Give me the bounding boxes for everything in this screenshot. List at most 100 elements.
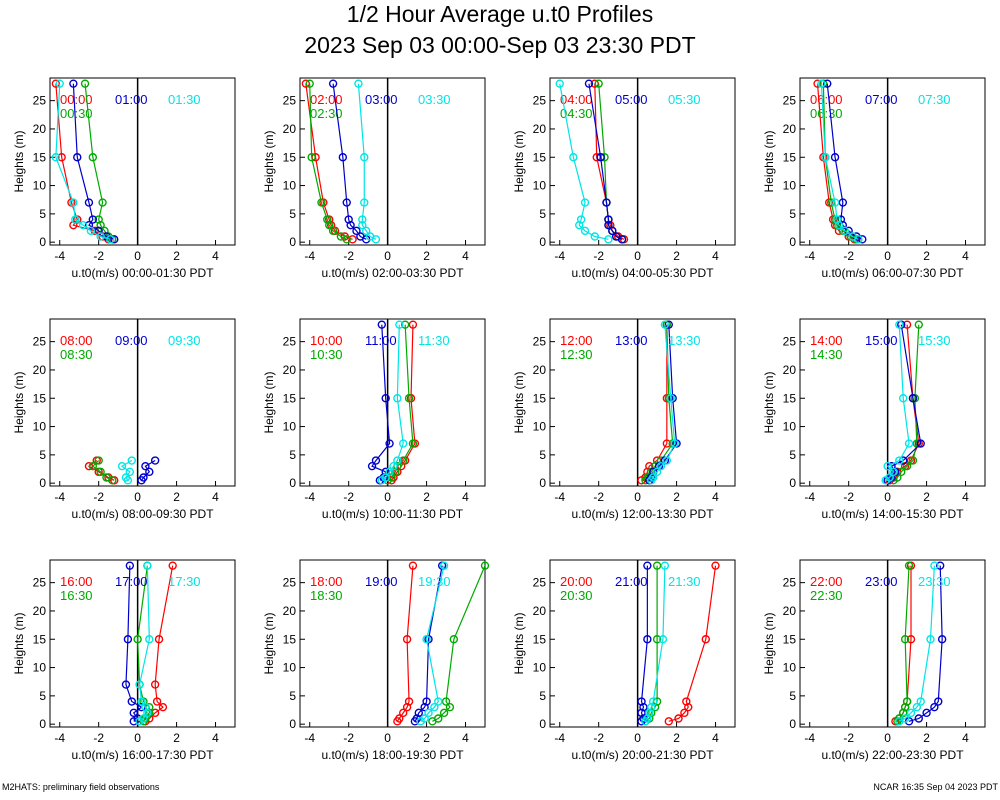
x-tick-label: -2 bbox=[343, 731, 354, 745]
x-tick-label: 0 bbox=[384, 490, 391, 504]
legend-label: 15:00 bbox=[865, 333, 898, 348]
data-point bbox=[908, 394, 918, 403]
y-tick-label: 20 bbox=[783, 363, 797, 377]
y-tick-label: 10 bbox=[283, 420, 297, 434]
data-point bbox=[422, 697, 431, 706]
data-point bbox=[305, 79, 314, 88]
data-point bbox=[96, 232, 105, 241]
x-tick-label: -4 bbox=[554, 249, 565, 263]
y-tick-label: 15 bbox=[783, 150, 797, 164]
data-point bbox=[139, 473, 148, 482]
y-tick-label: 10 bbox=[783, 179, 797, 193]
data-point bbox=[662, 456, 672, 465]
data-point bbox=[346, 220, 355, 230]
data-point bbox=[434, 697, 443, 706]
x-tick-label: -2 bbox=[343, 490, 354, 504]
data-point bbox=[145, 635, 154, 644]
data-point bbox=[895, 714, 904, 723]
data-point bbox=[94, 215, 103, 224]
y-tick-label: 20 bbox=[33, 122, 47, 136]
data-point bbox=[57, 153, 66, 162]
data-point bbox=[830, 198, 840, 207]
series-line-23:00 bbox=[908, 565, 943, 722]
data-point bbox=[358, 215, 367, 224]
legend-label: 18:30 bbox=[310, 588, 343, 603]
data-point bbox=[604, 235, 613, 244]
legend-label: 14:30 bbox=[810, 347, 843, 362]
data-point bbox=[94, 226, 103, 236]
data-point bbox=[395, 320, 404, 329]
x-tick-label: 2 bbox=[923, 731, 930, 745]
data-point bbox=[168, 561, 177, 570]
y-axis-label: Heights (m) bbox=[12, 371, 26, 433]
data-point bbox=[883, 461, 892, 471]
data-point bbox=[666, 394, 675, 403]
data-point bbox=[439, 708, 449, 718]
y-tick-label: 20 bbox=[783, 604, 797, 618]
series-line-17:00 bbox=[125, 565, 143, 722]
x-tick-label: 0 bbox=[134, 490, 141, 504]
plot-frame bbox=[49, 318, 236, 487]
data-point bbox=[916, 697, 925, 706]
data-point bbox=[580, 198, 590, 207]
data-point bbox=[424, 708, 433, 718]
data-point bbox=[387, 473, 396, 482]
data-point bbox=[125, 561, 135, 570]
x-tick-label: 2 bbox=[923, 490, 930, 504]
y-tick-label: 15 bbox=[783, 391, 797, 405]
data-point bbox=[904, 439, 914, 448]
x-tick-label: 4 bbox=[712, 731, 719, 745]
y-tick-label: 0 bbox=[39, 717, 46, 731]
data-point bbox=[662, 439, 672, 448]
data-point bbox=[908, 456, 918, 465]
y-tick-label: 0 bbox=[289, 235, 296, 249]
x-tick-label: 4 bbox=[962, 249, 969, 263]
data-point bbox=[69, 198, 78, 207]
data-point bbox=[408, 320, 418, 329]
data-point bbox=[86, 226, 96, 236]
data-point bbox=[684, 702, 693, 712]
data-point bbox=[658, 635, 668, 644]
legend-label: 20:00 bbox=[560, 574, 593, 589]
y-tick-label: 10 bbox=[533, 420, 547, 434]
y-tick-label: 25 bbox=[783, 576, 797, 590]
y-tick-label: 0 bbox=[789, 476, 796, 490]
legend-label: 22:00 bbox=[810, 574, 843, 589]
y-tick-label: 25 bbox=[283, 335, 297, 349]
x-tick-label: 0 bbox=[884, 490, 891, 504]
data-point bbox=[402, 635, 412, 644]
data-point bbox=[602, 198, 611, 207]
data-point bbox=[137, 697, 146, 706]
data-point bbox=[612, 232, 621, 241]
data-point bbox=[325, 220, 334, 230]
y-tick-label: 10 bbox=[783, 661, 797, 675]
data-point bbox=[823, 79, 832, 88]
y-tick-label: 0 bbox=[539, 476, 546, 490]
data-point bbox=[88, 215, 98, 224]
x-tick-label: 4 bbox=[462, 731, 469, 745]
data-point bbox=[88, 461, 98, 471]
series-line-15:30 bbox=[885, 324, 910, 481]
data-point bbox=[899, 708, 908, 718]
data-point bbox=[352, 226, 361, 236]
data-point bbox=[420, 714, 429, 723]
data-point bbox=[639, 702, 648, 712]
y-axis-label: Heights (m) bbox=[12, 130, 26, 192]
data-point bbox=[434, 714, 443, 723]
data-point bbox=[354, 79, 363, 88]
legend-label: 15:30 bbox=[918, 333, 951, 348]
y-tick-label: 15 bbox=[533, 391, 547, 405]
data-point bbox=[328, 226, 338, 236]
data-point bbox=[395, 714, 404, 723]
data-point bbox=[680, 708, 689, 718]
y-tick-label: 10 bbox=[533, 179, 547, 193]
data-point bbox=[71, 215, 80, 224]
data-point bbox=[889, 467, 898, 477]
data-point bbox=[834, 220, 844, 230]
data-point bbox=[670, 439, 679, 448]
data-point bbox=[575, 220, 584, 230]
